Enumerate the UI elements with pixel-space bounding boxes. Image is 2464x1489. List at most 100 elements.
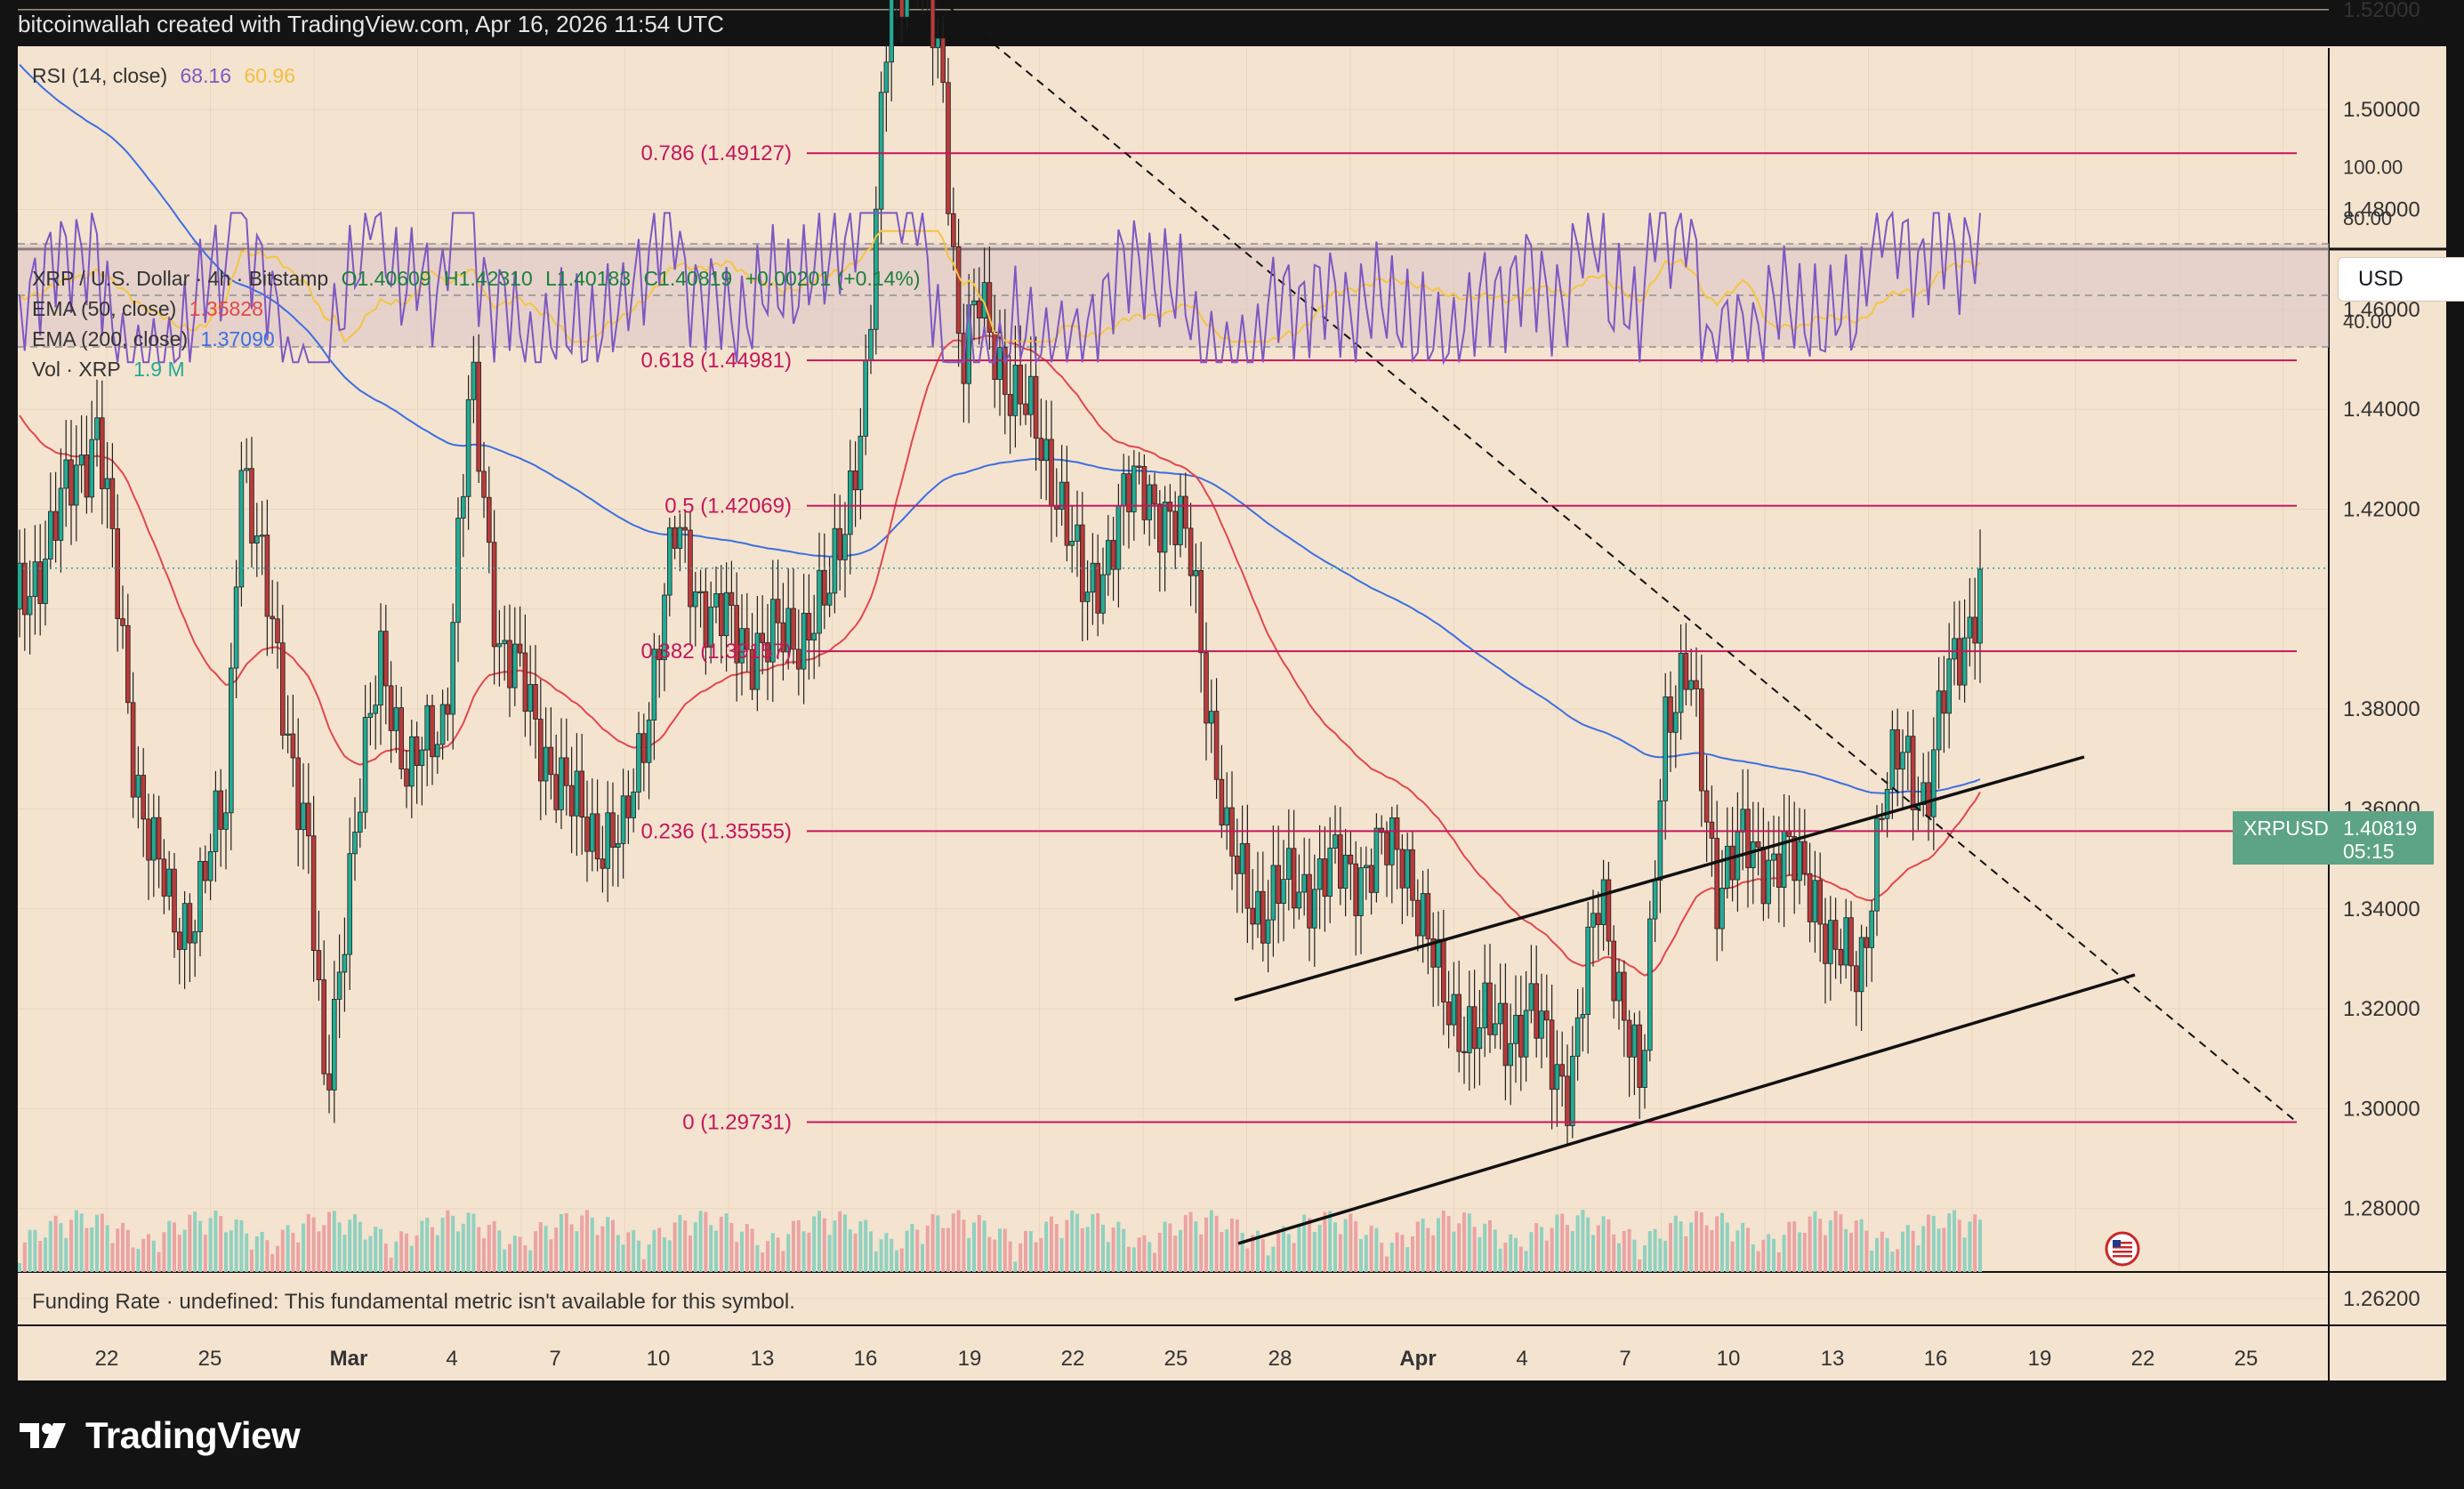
candle-body [1477, 1027, 1483, 1050]
candle-body [1204, 652, 1209, 724]
candle-body [1518, 1014, 1524, 1058]
volume-bar [1751, 1244, 1755, 1272]
date-axis-tick: 16 [854, 1347, 878, 1371]
candle-body [986, 282, 993, 333]
candle-body [636, 733, 641, 793]
candle-body [1405, 849, 1411, 889]
volume-bar [415, 1235, 419, 1272]
volume-bar [864, 1219, 868, 1272]
candle-body [1106, 540, 1111, 575]
candle-body [811, 632, 817, 640]
rsi-axis-tick: 40.00 [2343, 310, 2392, 333]
candle-body [1131, 465, 1137, 512]
volume-bar [121, 1222, 125, 1272]
candle-body [1751, 841, 1756, 868]
volume-bar [1019, 1243, 1023, 1272]
candle-body [672, 527, 678, 549]
candle-body [1771, 853, 1776, 861]
volume-bar [1075, 1213, 1079, 1272]
volume-bar [1787, 1221, 1792, 1272]
candle-body [1565, 1075, 1570, 1126]
candle-body [1333, 834, 1338, 849]
candle-body [461, 495, 466, 519]
volume-bar [714, 1230, 718, 1272]
candle-body [522, 652, 528, 712]
flag-stripe [2113, 1242, 2132, 1244]
candle-body [1441, 938, 1446, 1002]
volume-bar [151, 1240, 156, 1272]
volume-legend: Vol · XRP 1.9 M [32, 358, 192, 382]
volume-bar [946, 1227, 950, 1272]
volume-bar [1147, 1242, 1152, 1272]
attribution-header: bitcoinwallah created with TradingView.c… [18, 11, 724, 37]
candle-body [316, 950, 322, 980]
candle-body [414, 736, 420, 766]
candle-body [17, 562, 22, 610]
date-axis-tick: 13 [1821, 1347, 1845, 1371]
candle-body [745, 628, 750, 650]
candle-body [481, 471, 487, 498]
candle-body [156, 817, 162, 860]
candle-body [548, 746, 554, 776]
candle-body [1193, 570, 1199, 576]
candle-body [1084, 592, 1091, 602]
volume-bar [1343, 1219, 1348, 1272]
date-axis-tick: 13 [751, 1347, 775, 1371]
candle-body [997, 347, 1003, 381]
candle-body [904, 0, 910, 18]
volume-bar [874, 1251, 878, 1272]
volume-bar [203, 1234, 207, 1272]
volume-bar [420, 1220, 424, 1272]
price-axis-tick: 1.30000 [2343, 1097, 2420, 1121]
volume-bar [853, 1233, 858, 1272]
candle-body [1554, 1064, 1560, 1091]
candle-body [610, 812, 616, 848]
volume-bar [461, 1223, 465, 1272]
volume-bar [286, 1225, 290, 1272]
candle-body [135, 775, 141, 798]
volume-bar [801, 1231, 806, 1272]
currency-button[interactable]: USD [2338, 257, 2464, 302]
candle-body [176, 931, 182, 950]
volume-bar [1349, 1213, 1353, 1272]
candle-body [305, 802, 311, 837]
candle-body [1080, 524, 1085, 602]
candle-body [1049, 439, 1054, 507]
candle-body [1729, 845, 1735, 881]
volume-bar [1478, 1236, 1482, 1272]
candle-body [1136, 465, 1142, 468]
ema200-value: 1.37090 [200, 327, 275, 350]
volume-bar [833, 1220, 837, 1272]
volume-bar [48, 1220, 52, 1272]
candle-body [362, 717, 368, 813]
candle-body [43, 559, 48, 604]
candle-body [104, 478, 110, 489]
volume-bar [1978, 1219, 1982, 1272]
volume-bar [1720, 1212, 1724, 1272]
volume-bar [100, 1213, 104, 1272]
candle-body [1415, 899, 1421, 937]
volume-bar [1308, 1218, 1311, 1272]
candle-body [538, 719, 544, 782]
volume-bar [1859, 1219, 1864, 1272]
candle-body [1580, 1014, 1586, 1018]
volume-bar [1591, 1235, 1595, 1272]
volume-bar [405, 1233, 408, 1272]
volume-bar [1209, 1210, 1213, 1272]
price-axis-tick: 1.48000 [2343, 198, 2420, 222]
volume-bar [1802, 1233, 1807, 1272]
candle-body [574, 770, 580, 817]
candle-body [1342, 854, 1349, 889]
volume-bar [1446, 1216, 1451, 1272]
date-axis-tick: 22 [2131, 1347, 2155, 1371]
volume-bar [884, 1233, 889, 1272]
volume-bar [962, 1219, 966, 1272]
date-axis-tick: 4 [446, 1347, 457, 1371]
volume-bar [1756, 1251, 1760, 1272]
volume-bar [317, 1231, 321, 1272]
date-axis-tick: 4 [1516, 1347, 1527, 1371]
date-axis-tick: Apr [1399, 1347, 1436, 1371]
volume-bar [162, 1232, 166, 1272]
candle-body [367, 712, 374, 718]
